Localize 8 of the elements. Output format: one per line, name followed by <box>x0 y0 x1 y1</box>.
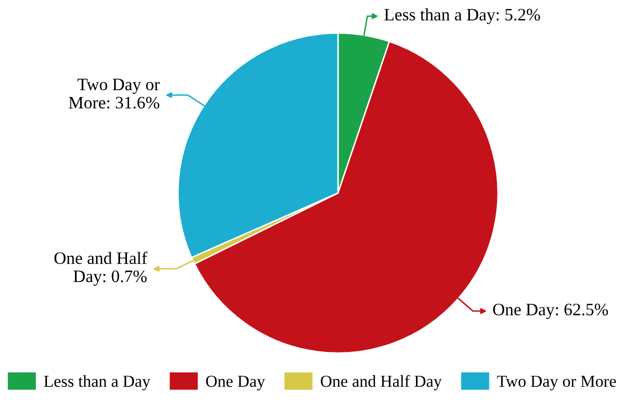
data-label: One and Half Day: 0.7% <box>54 252 148 286</box>
data-label: Less than a Day: 5.2% <box>384 8 540 24</box>
legend-label: Two Day or More <box>497 376 616 390</box>
legend-label: One Day <box>206 376 266 390</box>
legend-label: One and Half Day <box>320 375 442 390</box>
legend-label: Less than a Day <box>44 375 150 390</box>
data-label: One Day: 62.5% <box>493 304 608 319</box>
data-label: Two Day or More: 31.6% <box>68 78 160 109</box>
